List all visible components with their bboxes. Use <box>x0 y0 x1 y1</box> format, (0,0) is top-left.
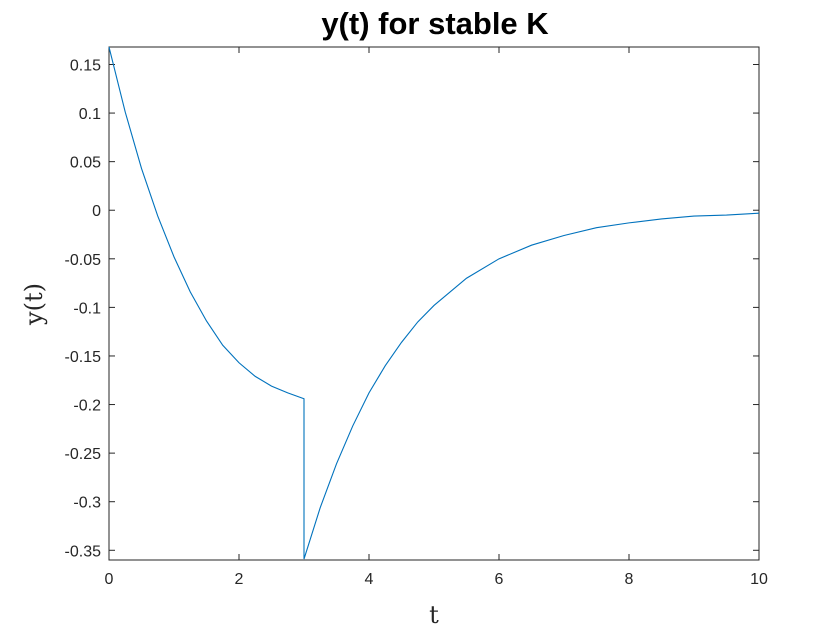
y-tick-label: -0.35 <box>65 543 102 560</box>
y-tick-label: -0.15 <box>65 349 102 366</box>
y-tick-label: -0.25 <box>65 446 102 463</box>
y-tick-label: 0.05 <box>70 155 101 172</box>
axis-ticks: 0 2 4 6 8 10 0.15 0.1 0.05 0 -0.05 -0.1 -0.15 -0.2 -0.… <box>65 47 768 588</box>
y-axis-label: y(t) <box>20 283 48 326</box>
series-layer <box>108 46 760 560</box>
y-tick-label: -0.2 <box>73 398 101 415</box>
y-tick-label: 0.1 <box>79 106 101 123</box>
y-tick-label: -0.05 <box>65 252 102 269</box>
x-tick-label: 8 <box>625 571 634 588</box>
x-tick-label: 2 <box>235 571 244 588</box>
x-tick-label: 6 <box>495 571 504 588</box>
x-axis-label: t <box>429 601 439 629</box>
x-tick-label: 4 <box>365 571 374 588</box>
x-tick-label: 0 <box>105 571 114 588</box>
chart-title: y(t) for stable K <box>321 6 549 41</box>
plot-area <box>108 46 760 561</box>
y-tick-label: -0.1 <box>73 300 101 317</box>
x-tick-label: 10 <box>750 571 768 588</box>
series-line <box>108 46 760 560</box>
y-tick-label: -0.3 <box>73 495 101 512</box>
y-tick-label: 0.15 <box>70 57 101 74</box>
y-tick-label: 0 <box>92 203 101 220</box>
